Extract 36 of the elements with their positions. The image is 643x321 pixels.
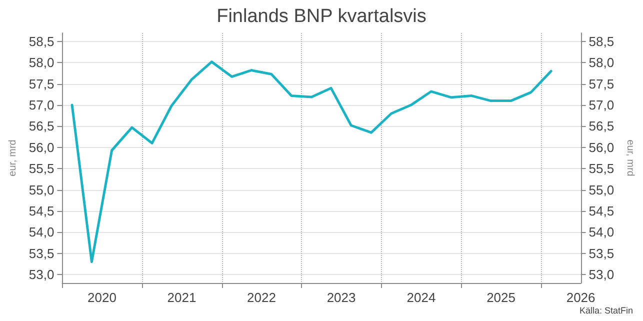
y2-tick-label: 55,5 bbox=[588, 161, 614, 176]
y-tick-label: 56,0 bbox=[28, 140, 54, 155]
y-tick-label: 58,5 bbox=[28, 34, 54, 49]
y-tick-label: 54,0 bbox=[28, 224, 54, 240]
y-tick-label: 55,0 bbox=[28, 182, 54, 198]
x-tick-label: 2020 bbox=[88, 290, 116, 305]
y2-tick-label: 53,0 bbox=[588, 267, 614, 282]
y-tick-label: 58,0 bbox=[28, 55, 54, 70]
x-tick-label: 2026 bbox=[566, 290, 596, 305]
y-tick-label: 53,5 bbox=[28, 246, 54, 261]
x-tick-label: 2024 bbox=[406, 290, 436, 305]
y2-tick-label: 56,0 bbox=[588, 140, 614, 155]
x-tick-label: 2021 bbox=[167, 290, 196, 305]
y-tick-label: 54,5 bbox=[28, 203, 54, 218]
y2-tick-label: 54,5 bbox=[588, 203, 614, 218]
y2-tick-label: 57,5 bbox=[588, 76, 614, 92]
y-tick-label: 57,0 bbox=[28, 98, 54, 113]
y2-tick-label: 53,5 bbox=[588, 246, 614, 261]
y2-tick-label: 58,0 bbox=[588, 55, 614, 70]
y-tick-label: 57,5 bbox=[28, 76, 54, 92]
y2-tick-label: 57,0 bbox=[588, 98, 614, 113]
y2-tick-label: 55,0 bbox=[588, 182, 614, 198]
line-series bbox=[70, 60, 552, 264]
chart-title: Finlands BNP kvartalsvis bbox=[216, 6, 426, 27]
y2-tick-label: 58,5 bbox=[588, 34, 614, 49]
x-tick-label: 2025 bbox=[486, 290, 516, 305]
y2-tick-label: 54,0 bbox=[588, 224, 614, 240]
x-tick-label: 2022 bbox=[247, 290, 276, 305]
y-tick-label: 55,5 bbox=[28, 161, 54, 176]
y2-axis-title: eur, mrd bbox=[624, 140, 636, 176]
x-tick-label: 2023 bbox=[326, 290, 356, 305]
y2-tick-label: 56,5 bbox=[588, 118, 614, 134]
y-axis-title: eur, mrd bbox=[8, 140, 18, 176]
y-tick-label: 53,0 bbox=[28, 267, 54, 282]
text: Källa: StatFin bbox=[579, 306, 634, 316]
y-tick-label: 56,5 bbox=[28, 118, 54, 134]
